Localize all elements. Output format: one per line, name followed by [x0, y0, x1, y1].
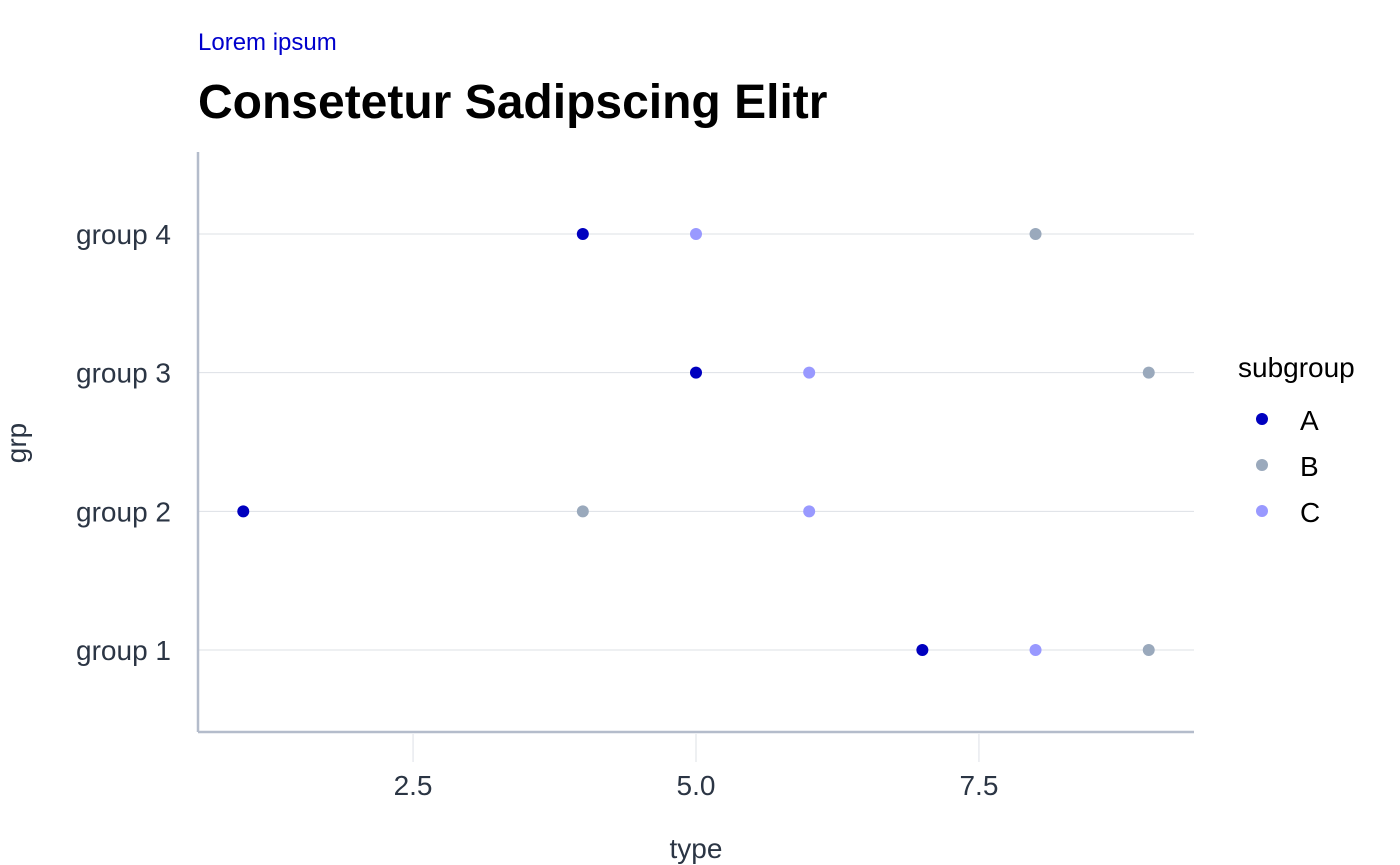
- axes: group 1 group 2 group 3 group 4 2.5 5.0 7.5: [76, 152, 1194, 801]
- y-tick-label: group 2: [76, 496, 171, 527]
- point-c: [1029, 644, 1042, 656]
- point-b: [1142, 644, 1155, 656]
- x-tick-label: 5.0: [677, 770, 716, 801]
- y-tick-label: group 3: [76, 358, 171, 389]
- point-b: [1029, 228, 1042, 240]
- point-a: [690, 366, 702, 379]
- gridlines: [198, 233, 1194, 651]
- chart-title: Consetetur Sadipscing Elitr: [198, 76, 827, 129]
- legend-key-b: [1256, 459, 1268, 471]
- legend-key-c: [1256, 505, 1268, 517]
- point-c: [690, 228, 702, 240]
- x-axis-label: type: [670, 833, 723, 864]
- point-a: [916, 644, 929, 656]
- x-tick-label: 2.5: [394, 770, 433, 801]
- data-points: [237, 228, 1155, 656]
- point-c: [803, 366, 816, 379]
- point-a: [237, 505, 250, 518]
- legend: subgroup ABC: [1238, 352, 1355, 528]
- legend-label-c: C: [1300, 497, 1320, 528]
- legend-label-a: A: [1300, 405, 1319, 436]
- y-tick-label: group 1: [76, 635, 171, 666]
- x-tick-label: 7.5: [959, 770, 998, 801]
- point-b: [1142, 366, 1155, 379]
- legend-label-b: B: [1300, 451, 1319, 482]
- point-b: [576, 505, 589, 518]
- point-a: [576, 228, 589, 240]
- legend-title: subgroup: [1238, 352, 1355, 383]
- point-c: [803, 505, 816, 518]
- chart-subtitle: Lorem ipsum: [198, 29, 337, 56]
- y-tick-label: group 4: [76, 219, 171, 250]
- legend-key-a: [1256, 413, 1268, 425]
- y-axis-label: grp: [1, 423, 32, 463]
